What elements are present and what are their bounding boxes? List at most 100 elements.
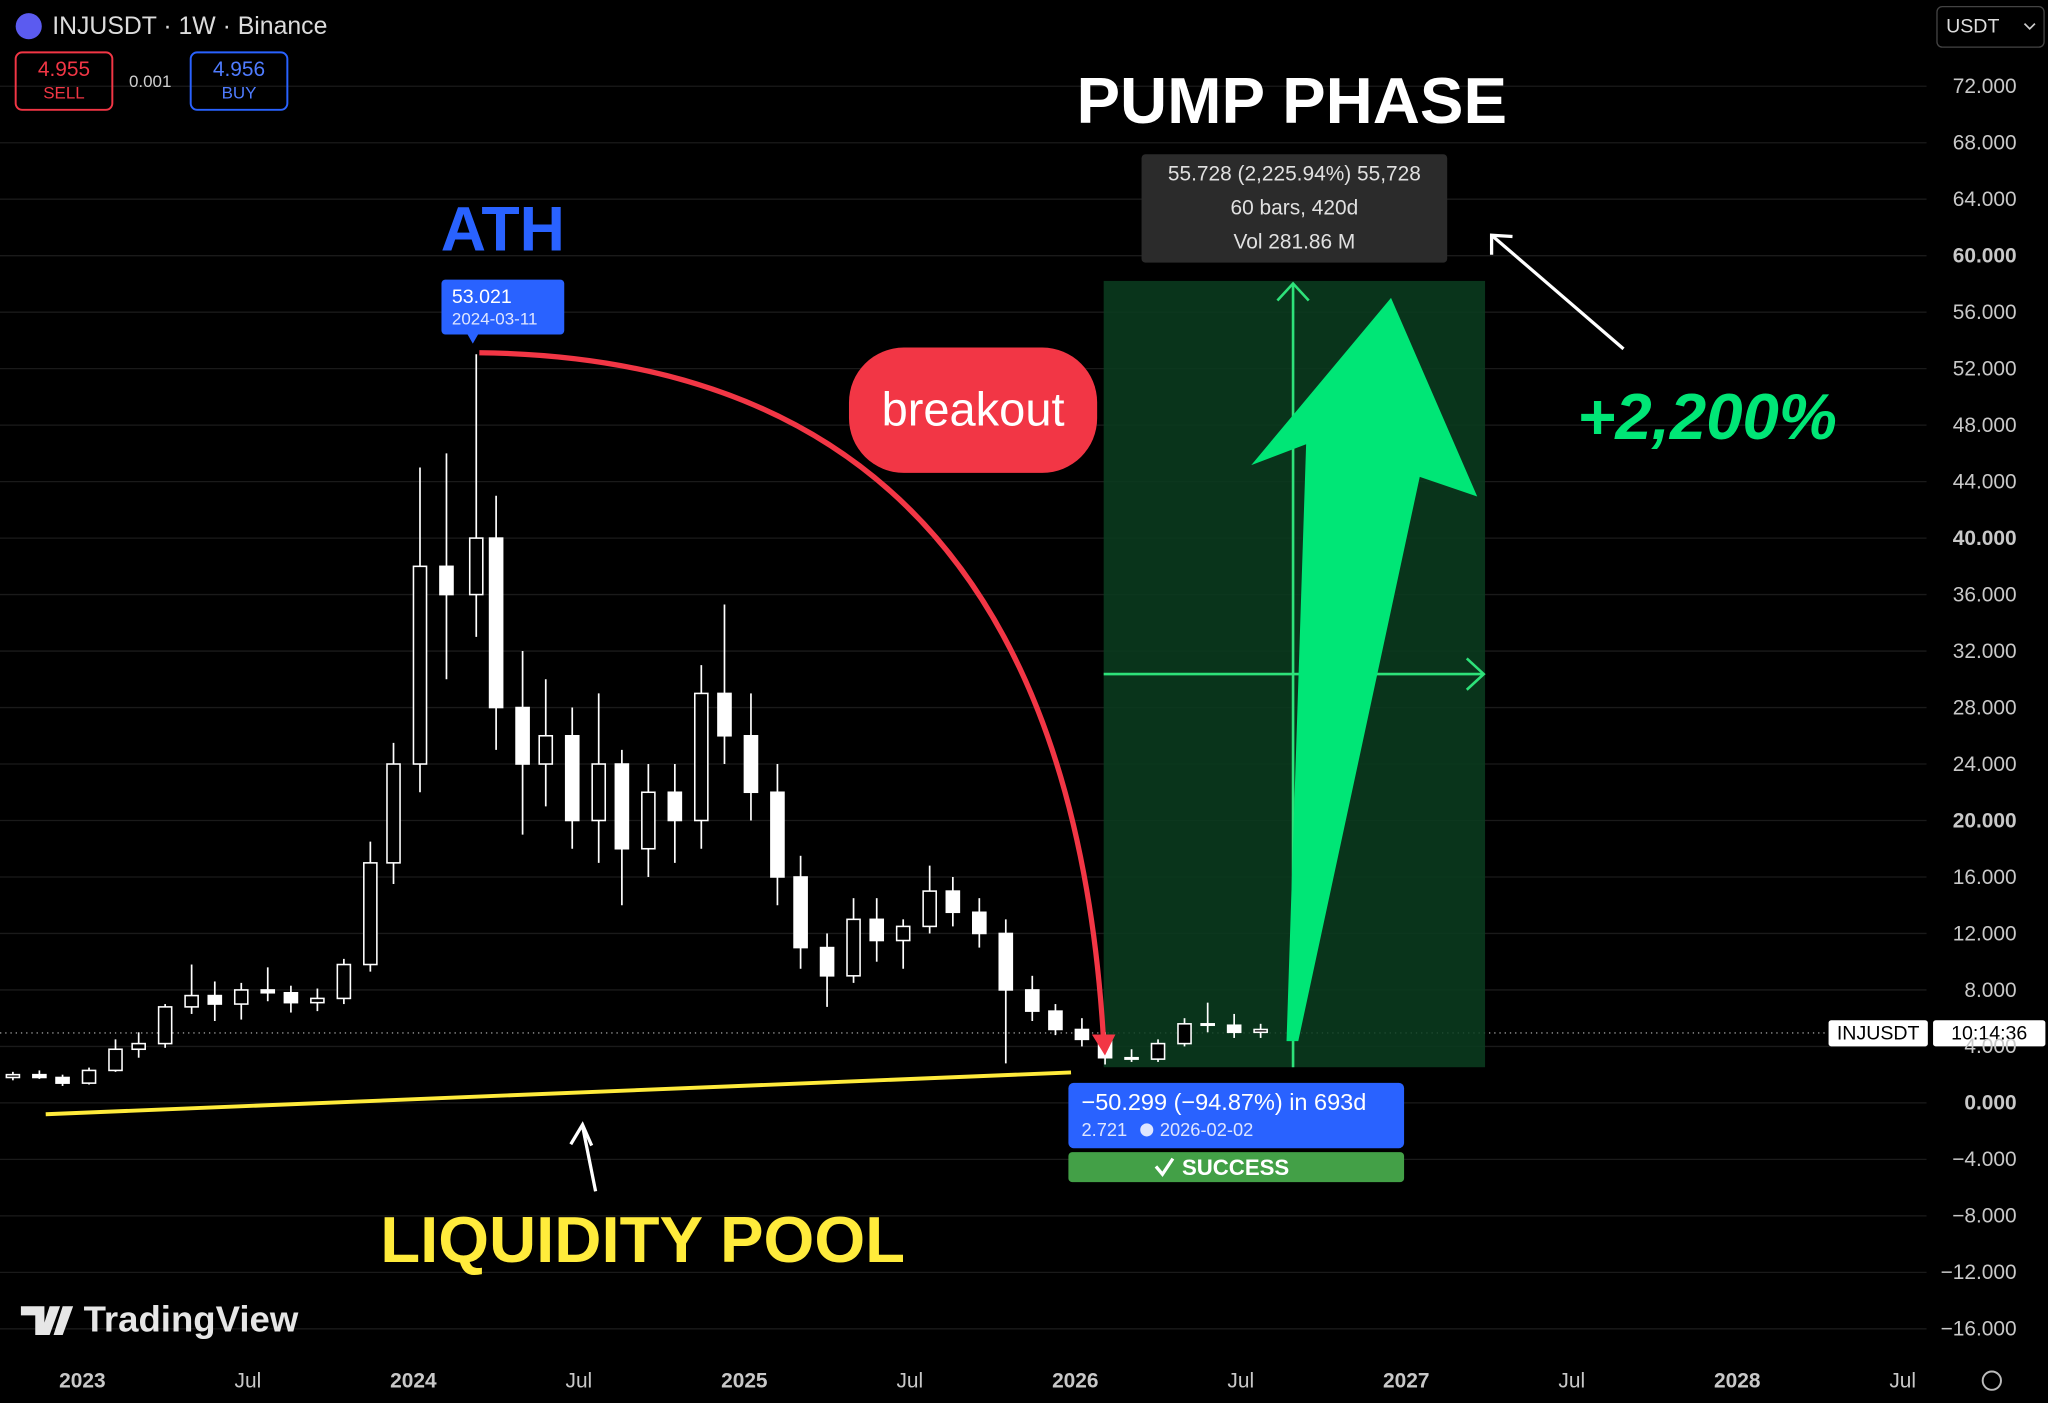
buy-label: BUY [222, 84, 257, 103]
y-tick-label: 36.000 [1953, 583, 2017, 606]
candle-body [1074, 1028, 1090, 1041]
candle-body [591, 763, 607, 822]
gain-text: +2,200% [1577, 380, 1837, 453]
x-tick-label: Jul [235, 1370, 262, 1393]
sell-label: SELL [43, 84, 85, 103]
ath-pointer [467, 334, 479, 344]
drop-low: 2.721 [1081, 1119, 1127, 1140]
y-tick-label: −8.000 [1952, 1205, 2016, 1228]
grid [0, 85, 1927, 1330]
symbol-badge [1828, 1020, 1928, 1047]
chevron [2023, 23, 2036, 31]
candle-body [131, 1042, 146, 1051]
candle-body [207, 994, 223, 1005]
candle-body [614, 763, 630, 850]
y-tick-label: 72.000 [1953, 75, 2017, 98]
sell-price: 4.955 [38, 58, 90, 81]
y-tick-label: 8.000 [1964, 979, 2016, 1002]
y-tick-label: 64.000 [1953, 188, 2017, 211]
settings-icon[interactable] [1981, 1370, 2002, 1391]
y-tick-label: 56.000 [1953, 301, 2017, 324]
candle-body [439, 565, 454, 596]
drop-date: 2026-02-02 [1160, 1119, 1253, 1140]
y-tick-label: 68.000 [1953, 132, 2017, 155]
y-tick-label: 44.000 [1953, 470, 2017, 493]
candle-body [717, 692, 732, 737]
candle-body [945, 890, 961, 914]
drop-text: −50.299 (−94.87%) in 693d [1081, 1089, 1366, 1115]
y-tick-label: 52.000 [1953, 357, 2017, 380]
candle-body [770, 791, 785, 878]
ath-price: 53.021 [452, 286, 512, 308]
candles [5, 354, 1268, 1086]
clock-icon [1140, 1123, 1154, 1137]
brand-logo [20, 1306, 74, 1335]
candle-body [184, 994, 199, 1008]
y-tick-label: 0.000 [1964, 1092, 2016, 1115]
candle-body [667, 791, 683, 822]
pointer-arrowhead [569, 1121, 594, 1147]
candle-body [310, 997, 325, 1004]
liquidity-line [45, 1070, 1072, 1117]
symbol-badge-text: INJUSDT [1837, 1023, 1920, 1045]
candle-body [1048, 1010, 1063, 1031]
y-tick-label: 40.000 [1953, 527, 2017, 550]
brand: TradingView [84, 1299, 299, 1340]
candle-body [1226, 1024, 1242, 1034]
y-tick-label: 20.000 [1953, 809, 2017, 832]
pointer-arrow [580, 1125, 598, 1192]
y-tick-label: 48.000 [1953, 414, 2017, 437]
candle-body [538, 734, 554, 765]
measure-box [1141, 154, 1448, 263]
measure-arrowhead [1276, 281, 1310, 302]
candle-body [468, 537, 484, 596]
y-tick-label: −16.000 [1941, 1318, 2017, 1341]
countdown: 10:14:36 [1951, 1023, 2027, 1045]
buy-button[interactable] [189, 51, 289, 111]
candle-body [846, 918, 861, 977]
ath-label [441, 279, 565, 335]
pointer-arrow [1490, 233, 1625, 351]
breakout-arc [479, 350, 1107, 1043]
y-tick-label: 24.000 [1953, 753, 2017, 776]
candle-body [972, 911, 987, 935]
candle-body [412, 565, 428, 765]
candle-body [5, 1073, 21, 1079]
candle-body [488, 537, 504, 709]
candle-body [386, 763, 401, 864]
y-tick-label: 28.000 [1953, 696, 2017, 719]
candle-body [233, 989, 249, 1005]
measure-text: 55.728 (2,225.94%) 55,728 [1168, 163, 1421, 186]
y-tick-label: −4.000 [1952, 1148, 2016, 1171]
success-text: SUCCESS [1182, 1155, 1289, 1180]
ath-title: ATH [441, 194, 565, 264]
success-badge [1068, 1152, 1405, 1183]
x-tick-label: 2028 [1714, 1370, 1760, 1393]
breakout-text: breakout [882, 382, 1065, 435]
candle-body [1124, 1056, 1139, 1060]
candle-body [1200, 1023, 1215, 1027]
candle-body [693, 692, 709, 822]
candle-body [81, 1069, 97, 1084]
candle-body [1024, 989, 1040, 1012]
candle-body [998, 932, 1014, 991]
big-arrow [1251, 297, 1478, 1042]
candle-body [363, 862, 378, 966]
x-tick-label: Jul [566, 1370, 593, 1393]
arc-arrowhead [1091, 1034, 1116, 1056]
candle-body [283, 991, 299, 1004]
x-tick-label: Jul [1889, 1370, 1916, 1393]
currency-select[interactable] [1936, 5, 2045, 48]
symbol-title[interactable]: INJUSDT · 1W · Binance [52, 13, 327, 40]
pump-title: PUMP PHASE [1076, 64, 1507, 137]
y-tick-label: 32.000 [1953, 640, 2017, 663]
symbol-icon [15, 13, 42, 40]
candle-body [32, 1073, 47, 1079]
spread: 0.001 [129, 72, 171, 91]
candle-body [641, 791, 656, 850]
candle-body [336, 963, 352, 1000]
candle-body [1253, 1028, 1268, 1034]
sell-button[interactable] [14, 51, 114, 111]
